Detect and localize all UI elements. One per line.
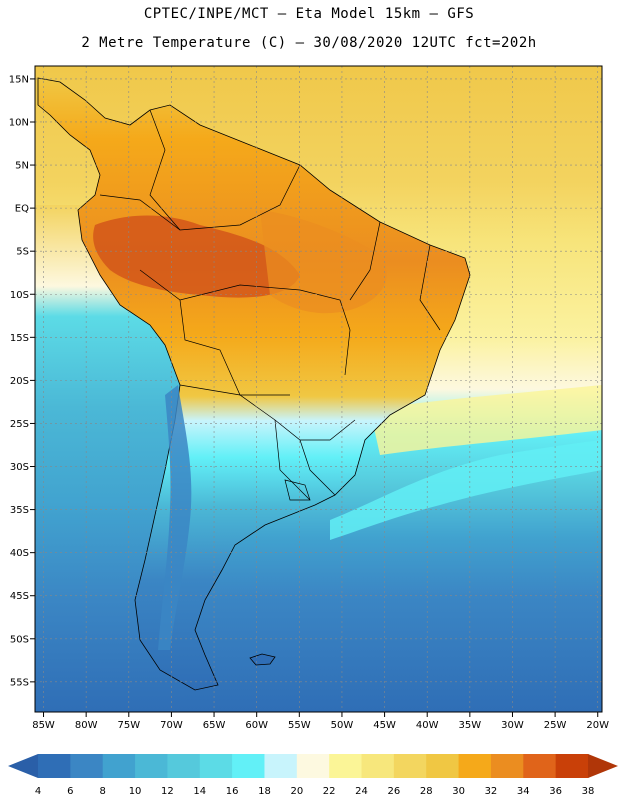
- falkland-islands: [249, 653, 276, 666]
- legend-swatch: [393, 754, 427, 778]
- legend-value-label: 10: [129, 786, 142, 797]
- legend-swatch: [426, 754, 460, 778]
- legend-swatch: [135, 754, 168, 778]
- lon-label: 60W: [245, 720, 268, 731]
- legend-value-label: 38: [582, 786, 595, 797]
- lon-label: 30W: [501, 720, 524, 731]
- legend-value-label: 22: [323, 786, 336, 797]
- legend-value-label: 18: [258, 786, 271, 797]
- legend-value-label: 4: [35, 786, 41, 797]
- legend-value-label: 34: [517, 786, 530, 797]
- lat-label: 5N: [15, 161, 29, 172]
- legend-swatch: [38, 754, 71, 778]
- lon-label: 45W: [373, 720, 396, 731]
- country-borders: [99, 109, 441, 501]
- legend-value-label: 28: [420, 786, 433, 797]
- lat-label: 10S: [10, 290, 29, 301]
- legend-swatch: [329, 754, 363, 778]
- legend-swatch: [199, 754, 233, 778]
- legend-swatch: [458, 754, 492, 778]
- legend-value-label: 26: [388, 786, 401, 797]
- lon-label: 85W: [32, 720, 55, 731]
- lat-label: 5S: [16, 247, 29, 258]
- lon-label: 35W: [459, 720, 482, 731]
- lat-label: 25S: [10, 419, 29, 430]
- map-title-line2: 2 Metre Temperature (C) – 30/08/2020 12U…: [81, 35, 537, 51]
- lat-label: 35S: [10, 505, 29, 516]
- legend-swatch: [361, 754, 395, 778]
- legend-swatch: [555, 754, 589, 778]
- legend-swatch: [102, 754, 136, 778]
- legend-value-label: 14: [193, 786, 206, 797]
- warm-sea-band: [370, 385, 602, 455]
- lat-label: 30S: [10, 462, 29, 473]
- lat-label: 50S: [10, 634, 29, 645]
- legend-low-arrow: [8, 754, 38, 778]
- andes-cool-band: [158, 385, 192, 650]
- legend-value-label: 36: [549, 786, 562, 797]
- lat-label: 55S: [10, 677, 29, 688]
- lat-label: EQ: [15, 204, 29, 215]
- lon-label: 20W: [586, 720, 609, 731]
- legend-swatch: [523, 754, 557, 778]
- legend-value-label: 20: [290, 786, 303, 797]
- legend-value-label: 12: [161, 786, 174, 797]
- lat-label: 40S: [10, 548, 29, 559]
- lon-label: 25W: [544, 720, 567, 731]
- lat-label: 15N: [9, 74, 29, 85]
- lon-label: 65W: [203, 720, 226, 731]
- lon-label: 55W: [288, 720, 311, 731]
- legend-swatch: [70, 754, 104, 778]
- legend-swatch: [296, 754, 330, 778]
- legend-value-label: 30: [452, 786, 465, 797]
- lat-label: 20S: [10, 376, 29, 387]
- legend-value-label: 32: [485, 786, 498, 797]
- lat-label: 10N: [9, 117, 29, 128]
- lon-label: 40W: [416, 720, 439, 731]
- map-title-line1: CPTEC/INPE/MCT – Eta Model 15km – GFS: [143, 6, 475, 22]
- lon-label: 50W: [331, 720, 354, 731]
- lat-label: 45S: [10, 591, 29, 602]
- warm-interior-region: [260, 210, 387, 314]
- legend-swatch: [490, 754, 524, 778]
- lon-label: 75W: [117, 720, 140, 731]
- cool-sea-tongue: [330, 440, 602, 540]
- lat-label: 15S: [10, 333, 29, 344]
- legend-swatch: [232, 754, 265, 778]
- hot-interior-region: [93, 215, 300, 298]
- axis-ticks: [30, 78, 599, 717]
- map-frame: [34, 65, 603, 713]
- legend-value-label: 24: [355, 786, 368, 797]
- lon-label: 70W: [160, 720, 183, 731]
- legend-swatch: [167, 754, 201, 778]
- legend-swatch: [264, 754, 298, 778]
- legend-high-arrow: [588, 754, 618, 778]
- legend-value-label: 16: [226, 786, 239, 797]
- lon-label: 80W: [75, 720, 98, 731]
- legend-value-label: 6: [67, 786, 73, 797]
- legend-value-label: 8: [100, 786, 106, 797]
